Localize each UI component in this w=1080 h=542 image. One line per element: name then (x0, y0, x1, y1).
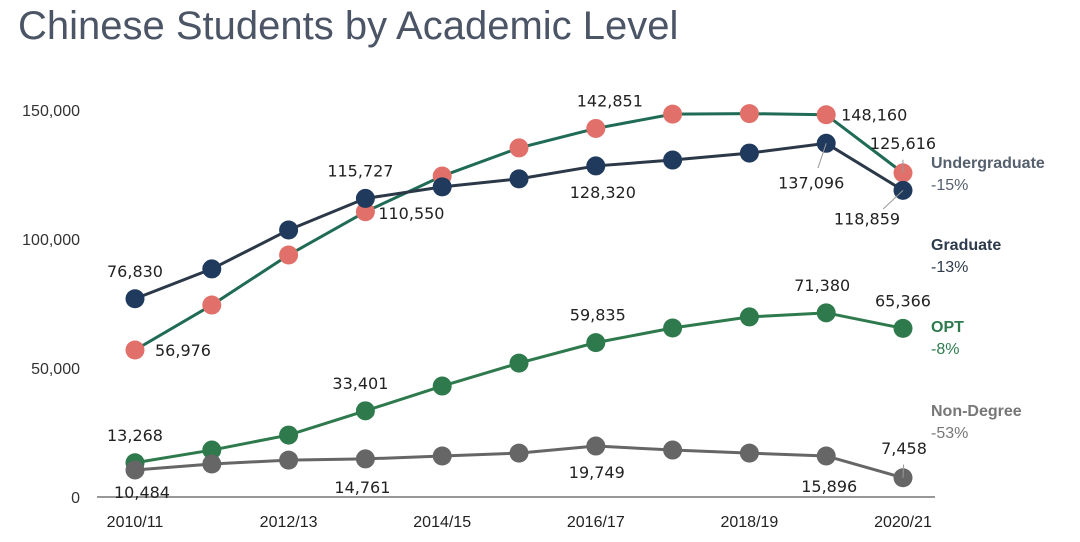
graduate-data-label: 118,859 (834, 209, 900, 228)
legend-undergraduate-name: Undergraduate (931, 155, 1045, 172)
x-tick-label: 2018/19 (720, 514, 778, 531)
undergraduate-point (125, 340, 145, 360)
leader-line (817, 143, 827, 169)
x-tick-label: 2016/17 (567, 514, 625, 531)
y-tick-label: 100,000 (22, 232, 80, 249)
graduate-data-label: 76,830 (107, 262, 163, 281)
graduate-data-label: 115,727 (327, 161, 393, 180)
non-degree-data-label: 19,749 (569, 463, 625, 482)
undergraduate-data-label: 148,160 (841, 106, 907, 125)
graduate-point (125, 289, 145, 309)
non-degree-point (739, 443, 759, 463)
opt-data-label: 33,401 (332, 374, 388, 393)
non-degree-point (586, 436, 606, 456)
opt-point (355, 401, 375, 421)
opt-point (586, 333, 606, 353)
opt-point (663, 318, 683, 338)
x-tick-label: 2020/21 (874, 514, 932, 531)
undergraduate-data-label: 110,550 (378, 204, 444, 223)
non-degree-point (663, 440, 683, 460)
graduate-point (279, 220, 299, 240)
leader-line (902, 464, 905, 478)
opt-data-label: 13,268 (107, 426, 163, 445)
undergraduate-point (355, 202, 375, 222)
opt-data-label: 71,380 (794, 276, 850, 295)
non-degree-point (202, 454, 222, 474)
y-tick-label: 150,000 (22, 103, 80, 120)
x-tick-label: 2014/15 (413, 514, 471, 531)
legend-non-degree-change: -53% (931, 425, 968, 442)
opt-data-label: 59,835 (570, 306, 626, 325)
graduate-data-label: 137,096 (778, 173, 844, 192)
x-tick-label: 2010/11 (107, 514, 164, 531)
non-degree-data-label: 15,896 (801, 477, 857, 496)
graduate-data-label: 128,320 (570, 183, 636, 202)
non-degree-data-label: 7,458 (881, 439, 927, 458)
non-degree-point (279, 450, 299, 470)
opt-point (893, 318, 913, 338)
graduate-point (586, 156, 606, 176)
opt-data-label: 65,366 (875, 291, 931, 310)
legend-opt-name: OPT (931, 319, 964, 336)
graduate-point (739, 143, 759, 163)
non-degree-point (816, 446, 836, 466)
opt-point (509, 353, 529, 373)
opt-point (279, 425, 299, 445)
graduate-line (134, 141, 904, 301)
undergraduate-point (816, 105, 836, 125)
non-degree-point (509, 443, 529, 463)
legend-graduate-change: -13% (931, 259, 968, 276)
undergraduate-data-label: 56,976 (155, 341, 211, 360)
legend-opt-change: -8% (931, 341, 959, 358)
graduate-point (355, 188, 375, 208)
legend-graduate-name: Graduate (931, 237, 1001, 254)
y-tick-label: 50,000 (31, 361, 80, 378)
graduate-point (509, 169, 529, 189)
opt-point (739, 307, 759, 327)
undergraduate-point (663, 104, 683, 124)
chart-title: Chinese Students by Academic Level (18, 4, 679, 48)
x-tick-label: 2012/13 (260, 514, 318, 531)
opt-line (134, 311, 904, 465)
undergraduate-point (509, 138, 529, 158)
legend-undergraduate-change: -15% (931, 177, 968, 194)
non-degree-data-label: 10,484 (114, 483, 170, 502)
graduate-point (663, 150, 683, 170)
non-degree-point (355, 449, 375, 469)
legend-non-degree-name: Non-Degree (931, 403, 1022, 420)
opt-point (432, 376, 452, 396)
leader-line (882, 189, 904, 210)
graduate-point (202, 259, 222, 279)
opt-point (202, 440, 222, 460)
undergraduate-data-label: 142,851 (577, 91, 643, 110)
non-degree-point (432, 446, 452, 466)
opt-point (816, 303, 836, 323)
non-degree-data-label: 14,761 (334, 478, 390, 497)
undergraduate-point (279, 245, 299, 265)
undergraduate-point (586, 118, 606, 138)
graduate-point (432, 177, 452, 197)
non-degree-point (125, 460, 145, 480)
undergraduate-point (739, 104, 759, 124)
undergraduate-point (202, 295, 222, 315)
undergraduate-data-label: 125,616 (870, 134, 936, 153)
y-tick-label: 0 (71, 490, 80, 507)
